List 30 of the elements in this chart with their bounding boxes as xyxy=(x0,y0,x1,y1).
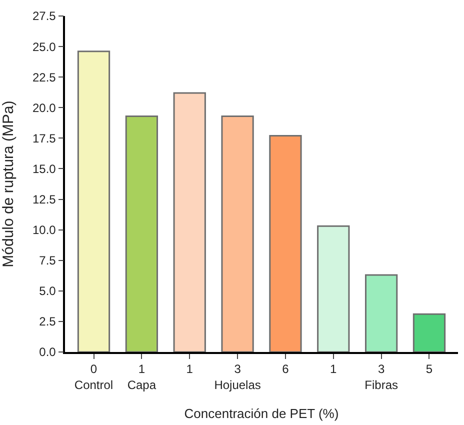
y-tick-label: 25.0 xyxy=(32,40,56,54)
y-tick-label: 2.5 xyxy=(39,314,56,329)
bar xyxy=(173,92,206,352)
y-tick-label: 15.0 xyxy=(32,162,56,176)
x-axis-title: Concentración de PET (%) xyxy=(184,406,339,421)
bar xyxy=(317,225,350,352)
y-tick-label: 12.5 xyxy=(32,192,56,206)
bar xyxy=(364,274,398,352)
x-tick-label: 1 Capa xyxy=(127,362,156,392)
bar xyxy=(221,115,254,352)
bar xyxy=(269,134,302,352)
y-tick-label: 5.0 xyxy=(39,284,56,298)
y-tick-label: 7.5 xyxy=(39,254,56,268)
y-tick-label: 17.5 xyxy=(32,131,56,146)
bar xyxy=(412,313,446,352)
x-tick-label: 6 xyxy=(282,362,290,376)
x-tick-label: 5 xyxy=(426,362,433,376)
x-tick-label: 0 Control xyxy=(74,362,114,392)
y-tick-label: 20.0 xyxy=(32,100,56,115)
y-axis-title: Módulo de ruptura (MPa) xyxy=(0,100,18,268)
x-tick-label: 3 Hojuelas xyxy=(214,362,261,392)
x-tick-label: 3 Fibras xyxy=(364,362,398,392)
y-tick-label: 27.5 xyxy=(32,9,56,24)
x-tick-label: 1 xyxy=(186,362,194,376)
y-tick-label: 0.0 xyxy=(39,345,56,360)
y-tick-label: 10.0 xyxy=(32,223,56,238)
bar xyxy=(125,115,158,352)
bar xyxy=(77,50,110,352)
x-tick-label: 1 xyxy=(330,362,338,376)
y-tick-label: 22.5 xyxy=(32,70,56,84)
